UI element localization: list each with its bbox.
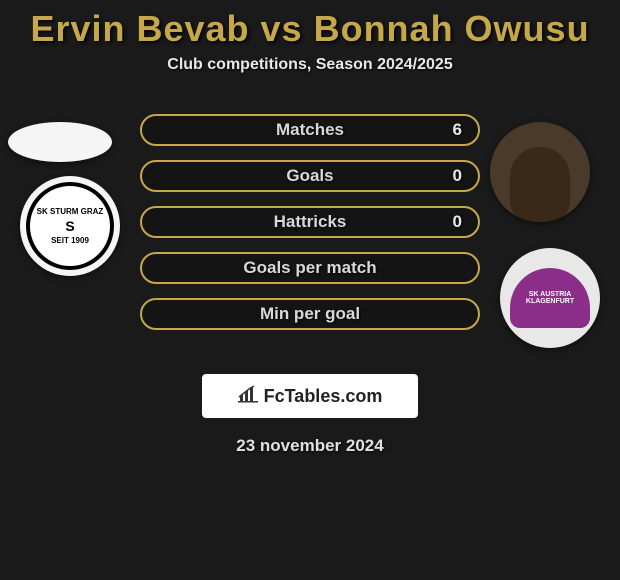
stat-value: 6 — [453, 120, 462, 140]
club-left-inner: SK STURM GRAZ S SEIT 1909 — [26, 182, 114, 270]
chart-icon — [238, 385, 260, 408]
stats-area: SK STURM GRAZ S SEIT 1909 SK AUSTRIA KLA… — [0, 114, 620, 374]
club-left-badge: SK STURM GRAZ S SEIT 1909 — [20, 176, 120, 276]
player-right-avatar — [490, 122, 590, 222]
date: 23 november 2024 — [0, 436, 620, 456]
logo-box: FcTables.com — [202, 374, 418, 418]
club-right-badge: SK AUSTRIA KLAGENFURT — [500, 248, 600, 348]
stat-value: 0 — [453, 166, 462, 186]
club-right-inner: SK AUSTRIA KLAGENFURT — [510, 268, 590, 328]
club-right-label: SK AUSTRIA KLAGENFURT — [510, 291, 590, 305]
stat-label: Goals — [286, 166, 333, 186]
stat-row: Matches 6 — [140, 114, 480, 146]
logo-text: FcTables.com — [264, 386, 383, 407]
stat-row: Goals per match — [140, 252, 480, 284]
stat-rows: Matches 6 Goals 0 Hattricks 0 Goals per … — [140, 114, 480, 344]
stat-row: Min per goal — [140, 298, 480, 330]
stat-value: 0 — [453, 212, 462, 232]
title: Ervin Bevab vs Bonnah Owusu — [0, 8, 620, 50]
comparison-card: Ervin Bevab vs Bonnah Owusu Club competi… — [0, 0, 620, 456]
club-left-label: SK STURM GRAZ — [37, 207, 104, 216]
stat-label: Hattricks — [274, 212, 347, 232]
club-left-year: SEIT 1909 — [51, 236, 89, 245]
subtitle: Club competitions, Season 2024/2025 — [0, 56, 620, 74]
stat-row: Goals 0 — [140, 160, 480, 192]
club-left-s-icon: S — [65, 218, 74, 234]
stat-row: Hattricks 0 — [140, 206, 480, 238]
stat-label: Matches — [276, 120, 344, 140]
stat-label: Min per goal — [260, 304, 360, 324]
player-left-avatar — [8, 122, 112, 162]
face-silhouette — [510, 147, 570, 222]
stat-label: Goals per match — [243, 258, 376, 278]
